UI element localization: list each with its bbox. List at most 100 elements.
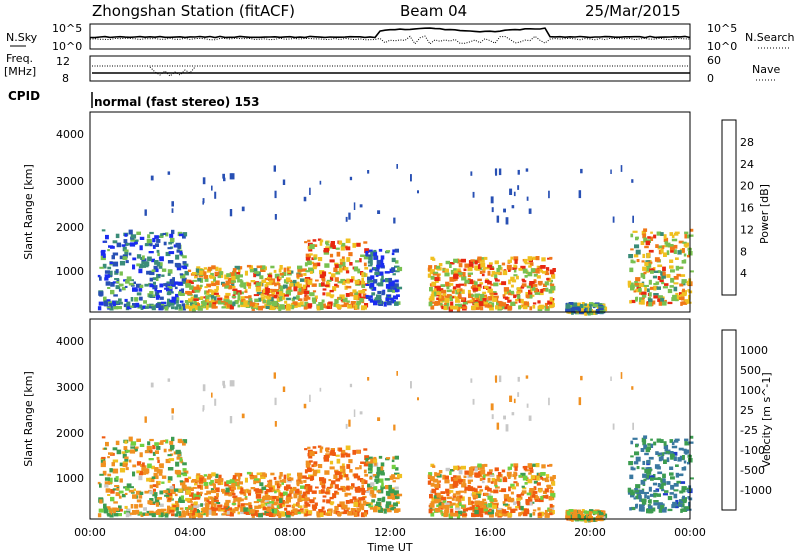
velocity-cell xyxy=(497,509,503,514)
power-cell xyxy=(659,276,664,280)
power-cell xyxy=(548,289,553,294)
power-cell xyxy=(370,282,375,288)
power-cell xyxy=(295,302,301,307)
power-cell xyxy=(532,302,537,305)
power-cell xyxy=(571,310,574,315)
velocity-cell xyxy=(102,460,106,465)
power-cell xyxy=(467,289,471,295)
velocity-cell xyxy=(530,475,536,480)
power-cell xyxy=(440,304,444,308)
power-cell xyxy=(329,276,334,281)
power-cell xyxy=(589,302,594,306)
power-cell xyxy=(139,236,145,240)
power-cell xyxy=(508,292,513,296)
power-cell xyxy=(229,300,233,304)
power-cell xyxy=(689,228,694,232)
power-cell xyxy=(311,297,316,302)
power-cell xyxy=(229,209,233,217)
power-cell xyxy=(475,305,480,310)
velocity-cell xyxy=(478,508,484,514)
velocity-cell xyxy=(532,463,537,467)
velocity-colorbar-tick: -500 xyxy=(740,464,765,477)
power-cell xyxy=(248,295,252,300)
velocity-cell xyxy=(650,477,654,481)
power-cell xyxy=(242,282,247,285)
velocity-cell xyxy=(373,456,377,460)
velocity-cell xyxy=(370,482,375,487)
power-cell xyxy=(326,281,330,285)
velocity-cell xyxy=(191,513,196,519)
power-cell xyxy=(321,299,325,303)
velocity-cell xyxy=(298,494,302,499)
power-cell xyxy=(147,256,152,262)
velocity-cell xyxy=(263,506,266,510)
velocity-cell xyxy=(314,502,318,506)
velocity-cell xyxy=(106,513,111,516)
power-cell xyxy=(467,272,473,275)
power-cell xyxy=(124,298,128,302)
power-cell xyxy=(130,234,137,239)
power-cell xyxy=(581,302,585,307)
power-cell xyxy=(657,270,661,274)
power-cell xyxy=(156,249,160,253)
velocity-cell xyxy=(202,405,205,411)
power-cell xyxy=(453,270,458,273)
velocity-cell xyxy=(664,490,669,493)
velocity-cell xyxy=(359,505,364,510)
power-cell xyxy=(345,246,351,251)
power-cell xyxy=(197,277,202,282)
power-cell xyxy=(502,270,508,276)
velocity-cell xyxy=(443,513,448,518)
power-cell xyxy=(453,305,459,310)
velocity-cell xyxy=(517,376,520,382)
power-cell xyxy=(503,287,510,292)
velocity-cell xyxy=(279,498,283,503)
power-cell xyxy=(598,306,604,309)
power-cell xyxy=(323,251,330,255)
power-cell xyxy=(679,297,683,300)
power-cell xyxy=(472,284,477,290)
velocity-cell xyxy=(602,510,606,514)
beam-label: Beam 04 xyxy=(400,2,467,20)
power-cell xyxy=(494,260,499,265)
velocity-cell xyxy=(577,514,581,519)
velocity-cell xyxy=(136,470,140,474)
power-cell xyxy=(287,269,292,274)
power-cell xyxy=(365,251,369,256)
velocity-cell xyxy=(671,441,675,445)
velocity-cell xyxy=(363,448,368,451)
power-cell xyxy=(365,254,371,257)
velocity-cell xyxy=(271,485,276,490)
power-cell xyxy=(255,282,261,286)
power-cell xyxy=(220,281,225,286)
power-cell xyxy=(214,272,220,276)
velocity-cell xyxy=(99,483,102,488)
velocity-cell xyxy=(464,489,467,494)
power-cell xyxy=(248,298,253,302)
power-cell xyxy=(193,286,198,292)
velocity-cell xyxy=(657,477,661,481)
power-cell xyxy=(377,290,382,294)
power-cell xyxy=(172,298,177,301)
power-colorbar-tick: 16 xyxy=(740,202,754,215)
power-cell xyxy=(433,271,439,274)
velocity-cell xyxy=(204,484,209,489)
power-cell xyxy=(377,300,381,303)
velocity-cell xyxy=(395,467,399,471)
power-cell xyxy=(478,301,484,307)
power-cell xyxy=(648,298,653,302)
velocity-cell xyxy=(163,448,167,453)
power-cell xyxy=(546,267,550,272)
power-cell xyxy=(128,252,132,256)
velocity-cell xyxy=(217,507,222,512)
velocity-cell xyxy=(381,497,385,503)
velocity-cell xyxy=(511,412,515,416)
velocity-cell xyxy=(683,500,687,504)
power-cell xyxy=(395,260,399,264)
power-cell xyxy=(225,295,229,299)
power-cell xyxy=(152,237,156,243)
power-cell xyxy=(202,304,208,309)
velocity-cell xyxy=(322,478,327,484)
velocity-cell xyxy=(677,473,684,477)
velocity-cell xyxy=(147,441,151,446)
